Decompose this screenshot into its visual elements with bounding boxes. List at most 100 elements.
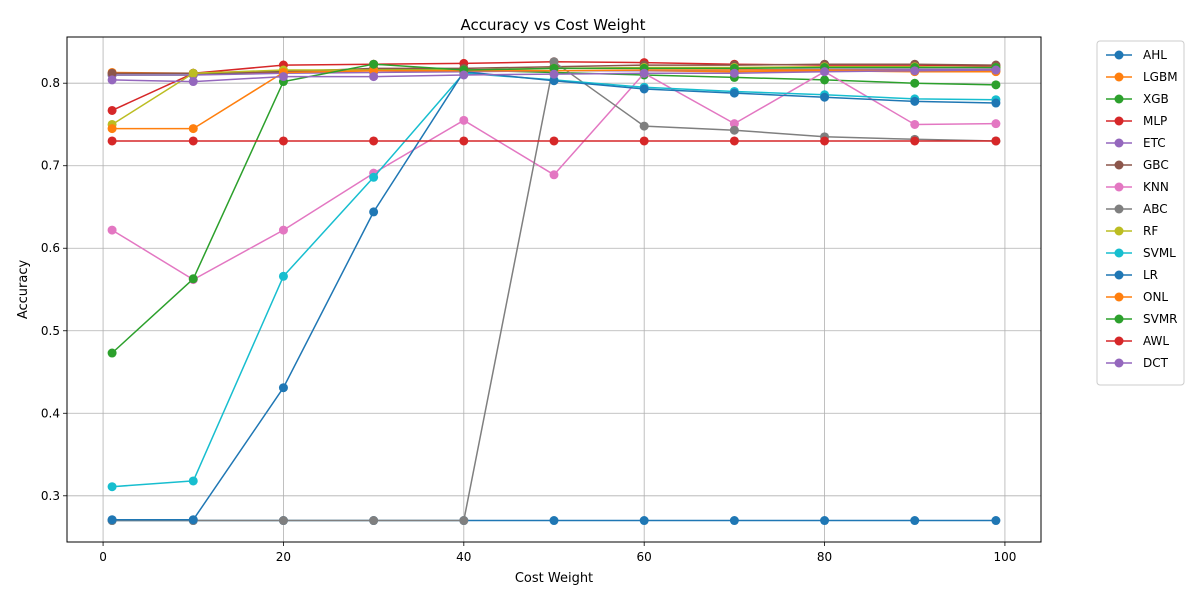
legend-marker-knn bbox=[1114, 182, 1124, 192]
y-axis-label: Accuracy bbox=[16, 260, 31, 320]
data-point-ahl bbox=[729, 516, 739, 526]
data-point-svmr bbox=[369, 59, 379, 69]
legend-marker-onl bbox=[1114, 292, 1124, 302]
data-point-svml bbox=[188, 476, 198, 486]
legend: AHL LGBM XGB MLP ETC GBC KNN ABC RF SVML LR ONL SVMR… bbox=[1096, 40, 1185, 386]
y-tick-label: 0.8 bbox=[41, 76, 60, 90]
data-point-lr bbox=[188, 515, 198, 525]
x-tick-label: 0 bbox=[99, 550, 107, 564]
data-point-abc bbox=[459, 516, 469, 526]
y-tick-label: 0.6 bbox=[41, 241, 60, 255]
legend-item-gbc: GBC bbox=[1106, 158, 1169, 172]
legend-label: MLP bbox=[1143, 114, 1167, 128]
legend-label: AWL bbox=[1143, 334, 1169, 348]
data-point-xgb bbox=[910, 78, 920, 88]
data-point-awl bbox=[991, 136, 1001, 146]
x-tick-label: 60 bbox=[637, 550, 652, 564]
legend-item-knn: KNN bbox=[1106, 180, 1169, 194]
legend-label: SVMR bbox=[1143, 312, 1178, 326]
data-point-onl bbox=[188, 124, 198, 134]
data-point-svml bbox=[369, 172, 379, 182]
data-point-awl bbox=[188, 136, 198, 146]
y-tick-label: 0.3 bbox=[41, 489, 60, 503]
legend-item-svmr: SVMR bbox=[1106, 312, 1178, 326]
legend-item-etc: ETC bbox=[1106, 136, 1166, 150]
x-tick-label: 100 bbox=[993, 550, 1016, 564]
data-point-gbc bbox=[107, 68, 117, 78]
data-point-lr bbox=[639, 84, 649, 94]
data-point-awl bbox=[459, 136, 469, 146]
data-point-knn bbox=[729, 119, 739, 129]
y-tick-label: 0.5 bbox=[41, 324, 60, 338]
data-point-awl bbox=[910, 136, 920, 146]
data-point-dct bbox=[729, 68, 739, 78]
data-point-svml bbox=[278, 271, 288, 281]
legend-marker-etc bbox=[1114, 138, 1124, 148]
data-point-lr bbox=[729, 88, 739, 98]
legend-item-mlp: MLP bbox=[1106, 114, 1167, 128]
data-point-dct bbox=[188, 77, 198, 87]
legend-marker-lr bbox=[1114, 270, 1124, 280]
data-point-abc bbox=[549, 57, 559, 67]
legend-label: XGB bbox=[1143, 92, 1169, 106]
data-point-dct bbox=[991, 65, 1001, 75]
data-point-ahl bbox=[549, 516, 559, 526]
legend-marker-mlp bbox=[1114, 116, 1124, 126]
data-point-onl bbox=[107, 124, 117, 134]
legend-label: KNN bbox=[1143, 180, 1169, 194]
legend-marker-awl bbox=[1114, 336, 1124, 346]
data-point-rf bbox=[188, 68, 198, 78]
legend-label: AHL bbox=[1143, 48, 1167, 62]
data-point-dct bbox=[549, 69, 559, 79]
data-point-lr bbox=[549, 76, 559, 86]
data-point-dct bbox=[639, 68, 649, 78]
data-point-lr bbox=[278, 383, 288, 393]
data-point-abc bbox=[278, 516, 288, 526]
data-point-ahl bbox=[820, 516, 830, 526]
data-point-svmr bbox=[188, 274, 198, 284]
legend-label: RF bbox=[1143, 224, 1158, 238]
data-point-knn bbox=[549, 170, 559, 180]
legend-item-xgb: XGB bbox=[1106, 92, 1169, 106]
axis-ticks: 0 20 40 60 80 100 0.3 0.4 0.5 0.6 0.7 0.8 bbox=[41, 76, 1016, 564]
legend-item-lgbm: LGBM bbox=[1106, 70, 1178, 84]
data-point-dct bbox=[369, 72, 379, 82]
legend-label: ABC bbox=[1143, 202, 1168, 216]
legend-label: ONL bbox=[1143, 290, 1168, 304]
data-point-ahl bbox=[639, 516, 649, 526]
legend-label: GBC bbox=[1143, 158, 1169, 172]
x-axis-label: Cost Weight bbox=[515, 571, 593, 586]
legend-item-dct: DCT bbox=[1106, 356, 1169, 370]
legend-label: SVML bbox=[1143, 246, 1176, 260]
data-point-svml bbox=[107, 482, 117, 492]
data-point-knn bbox=[278, 225, 288, 235]
data-point-knn bbox=[107, 225, 117, 235]
data-point-lr bbox=[369, 207, 379, 217]
legend-marker-rf bbox=[1114, 226, 1124, 236]
legend-marker-xgb bbox=[1114, 94, 1124, 104]
series-awl bbox=[107, 136, 1001, 146]
x-tick-label: 40 bbox=[456, 550, 471, 564]
data-point-awl bbox=[639, 136, 649, 146]
data-point-knn bbox=[459, 115, 469, 125]
legend-marker-gbc bbox=[1114, 160, 1124, 170]
legend-item-svml: SVML bbox=[1106, 246, 1176, 260]
data-point-dct bbox=[820, 67, 830, 77]
data-point-abc bbox=[639, 121, 649, 131]
legend-item-ahl: AHL bbox=[1106, 48, 1167, 62]
data-point-dct bbox=[910, 66, 920, 76]
data-point-knn bbox=[991, 119, 1001, 129]
data-point-svmr bbox=[107, 348, 117, 358]
data-point-awl bbox=[549, 136, 559, 146]
data-point-lr bbox=[991, 98, 1001, 108]
legend-label: DCT bbox=[1143, 356, 1169, 370]
data-point-awl bbox=[820, 136, 830, 146]
legend-label: ETC bbox=[1143, 136, 1166, 150]
legend-marker-dct bbox=[1114, 358, 1124, 368]
x-tick-label: 80 bbox=[817, 550, 832, 564]
data-point-ahl bbox=[991, 516, 1001, 526]
data-point-dct bbox=[278, 72, 288, 82]
data-point-xgb bbox=[991, 80, 1001, 90]
